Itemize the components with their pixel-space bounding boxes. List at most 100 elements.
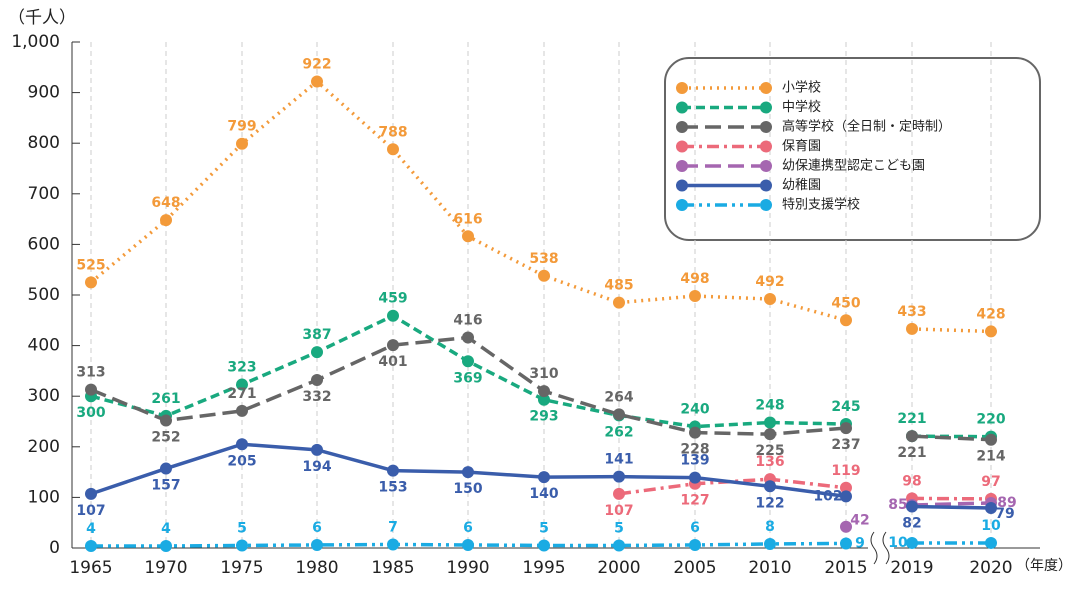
- y-tick-label: 1,000: [11, 32, 60, 52]
- point: [906, 322, 918, 335]
- data-label: 85: [888, 497, 907, 513]
- data-label: 416: [453, 313, 482, 329]
- point: [160, 214, 172, 227]
- legend-marker: [676, 199, 688, 211]
- legend-label: 特別支援学校: [782, 197, 860, 213]
- x-tick-label: 1975: [220, 558, 263, 578]
- x-tick-label: 1965: [69, 558, 112, 578]
- x-tick-label: 1990: [446, 558, 489, 578]
- y-axis-label: （千人）: [8, 8, 76, 28]
- y-tick-label: 300: [28, 386, 60, 406]
- data-label: 237: [831, 437, 860, 453]
- data-label: 221: [897, 411, 926, 427]
- point: [840, 314, 852, 327]
- data-label: 252: [151, 429, 180, 445]
- legend-marker: [676, 82, 688, 94]
- y-tick-label: 100: [28, 487, 60, 507]
- data-label: 140: [529, 486, 558, 502]
- data-label: 4: [161, 521, 171, 537]
- x-tick-label: 2000: [597, 558, 640, 578]
- data-label: 4: [86, 521, 96, 537]
- point: [387, 143, 399, 156]
- data-label: 157: [151, 478, 180, 494]
- legend-label: 高等学校（全日制・定時制）: [782, 119, 951, 135]
- point: [613, 408, 625, 421]
- legend-marker: [760, 160, 772, 172]
- data-label: 401: [378, 354, 407, 370]
- x-tick-label: 1995: [522, 558, 565, 578]
- data-label: 240: [680, 402, 709, 418]
- data-label: 107: [604, 503, 633, 519]
- point: [462, 355, 474, 368]
- data-label: 228: [680, 442, 709, 458]
- line: [911, 504, 992, 510]
- data-label: 136: [755, 454, 784, 470]
- legend-label: 中学校: [782, 99, 821, 115]
- line: [911, 327, 992, 334]
- data-label: 150: [453, 481, 482, 497]
- series: 4 4 5 6 7 6 5 5 6 8 9 10 10: [85, 518, 1001, 552]
- data-label: 538: [529, 251, 558, 267]
- data-label: 8: [765, 519, 775, 535]
- series: 300 261 323 387 459 369 293 262 240 248 245 221 220: [76, 291, 1006, 443]
- data-label: 9: [855, 535, 865, 551]
- y-tick-label: 200: [28, 437, 60, 457]
- line: [911, 501, 992, 507]
- point: [613, 296, 625, 309]
- data-label: 107: [76, 503, 105, 519]
- legend-label: 幼稚園: [782, 178, 821, 193]
- legend-marker: [760, 101, 772, 114]
- data-label: 799: [227, 119, 256, 135]
- x-tick-label: 2020: [969, 558, 1012, 578]
- data-label: 313: [76, 365, 105, 381]
- point: [160, 414, 172, 427]
- data-label: 433: [897, 304, 926, 320]
- point: [538, 385, 550, 398]
- data-label: 205: [227, 453, 256, 469]
- data-label: 98: [902, 473, 921, 489]
- data-label: 498: [680, 271, 709, 287]
- series: 525 648 799 922 788 616 538 485 498 492 450 433 428: [76, 56, 1006, 338]
- point: [538, 269, 550, 282]
- x-tick-label: 2015: [824, 558, 867, 578]
- data-label: 300: [76, 405, 105, 421]
- data-label: 97: [981, 474, 1000, 490]
- point: [387, 464, 399, 477]
- point: [906, 430, 918, 443]
- legend-marker: [676, 101, 688, 114]
- point: [689, 290, 701, 303]
- point: [85, 383, 97, 396]
- point: [985, 325, 997, 338]
- point: [764, 416, 776, 429]
- point: [689, 471, 701, 484]
- point: [462, 466, 474, 479]
- data-label: 648: [151, 195, 180, 211]
- point: [689, 538, 701, 551]
- y-tick-label: 500: [28, 285, 60, 305]
- legend-marker: [760, 82, 772, 94]
- y-tick-label: 600: [28, 234, 60, 254]
- data-label: 122: [755, 495, 784, 511]
- point: [613, 539, 625, 552]
- point: [840, 520, 852, 533]
- data-label: 79: [995, 506, 1014, 522]
- y-tick-label: 700: [28, 184, 60, 204]
- point: [985, 433, 997, 446]
- data-label: 141: [604, 452, 633, 468]
- point: [764, 293, 776, 306]
- data-label: 369: [453, 370, 482, 386]
- point: [906, 500, 918, 513]
- data-label: 6: [463, 520, 473, 536]
- legend-label: 小学校: [782, 80, 821, 96]
- point: [538, 393, 550, 406]
- data-label: 6: [690, 520, 700, 536]
- point: [985, 536, 997, 549]
- data-label: 264: [604, 389, 633, 405]
- x-tick-label: 2010: [748, 558, 791, 578]
- data-label: 788: [378, 124, 407, 140]
- data-label: 293: [529, 409, 558, 425]
- point: [160, 462, 172, 475]
- point: [236, 539, 248, 552]
- point: [462, 230, 474, 243]
